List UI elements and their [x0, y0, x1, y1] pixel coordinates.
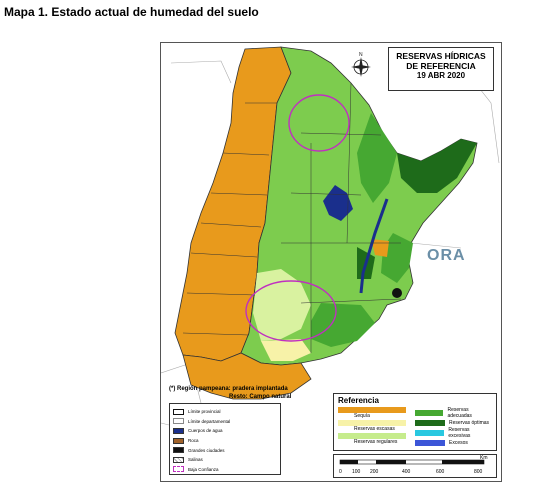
legend-label: Límite departamental — [188, 418, 231, 424]
legend-heading: Referencia — [338, 396, 379, 405]
north-arrow-icon: N — [351, 52, 371, 77]
low-confidence-ellipse-north — [288, 94, 350, 152]
legend-item: Roca — [173, 436, 277, 446]
scale-tick: 800 — [474, 469, 483, 475]
legend-swatch — [173, 408, 184, 415]
scale-unit: Km — [480, 455, 488, 461]
scale-tick: 600 — [436, 469, 445, 475]
legend-item: Límite provincial — [173, 407, 277, 417]
legend-swatch — [415, 410, 444, 416]
legend-item: Baja Confianza — [173, 465, 277, 475]
legend-item: Grandes ciudades — [173, 445, 277, 455]
legend-item: Límite departamental — [173, 417, 277, 427]
scale-tick: 400 — [402, 469, 411, 475]
ref-title-line: DE REFERENCIA — [406, 61, 476, 71]
legend-swatch — [173, 456, 184, 463]
legend-item: Reservas regulares — [338, 433, 415, 445]
legend-item: Cuerpos de agua — [173, 426, 277, 436]
legend-item: Reservas excesivas — [415, 427, 492, 439]
map-footnote: (*) Región pampeana: pradera implantada … — [169, 385, 291, 401]
legend-label: Reservas excesivas — [448, 427, 471, 439]
legend-swatch — [338, 420, 406, 426]
legend-swatch — [173, 427, 184, 434]
legend-item: Reservas escasas — [338, 420, 415, 432]
legend-label: Cuerpos de agua — [188, 428, 223, 434]
legend-swatch — [415, 440, 445, 446]
legend-label: Reservas adecuadas — [447, 407, 472, 419]
moisture-legend: Referencia Sequía Reservas escasas Reser… — [333, 393, 497, 451]
low-confidence-ellipse-south — [245, 280, 337, 342]
map-title: Mapa 1. Estado actual de humedad del sue… — [4, 5, 259, 19]
legend-swatch — [173, 447, 184, 454]
legend-label: Límite provincial — [188, 409, 221, 415]
map-reference-title: RESERVAS HÍDRICAS DE REFERENCIA 19 ABR 2… — [388, 47, 494, 91]
legend-label: Reservas óptimas — [449, 420, 490, 426]
legend-swatch — [173, 466, 184, 473]
legend-label: Excesos — [449, 440, 468, 446]
big-city-marker — [392, 288, 402, 298]
ora-logo: ORA — [427, 247, 466, 264]
legend-label: Grandes ciudades — [188, 447, 225, 453]
legend-swatch — [338, 407, 406, 413]
svg-text:N: N — [359, 52, 363, 58]
legend-label: Baja Confianza — [188, 466, 219, 472]
legend-label: Reservas regulares — [354, 439, 398, 445]
legend-swatch — [173, 437, 184, 444]
scale-tick: 200 — [370, 469, 379, 475]
legend-swatch — [173, 418, 184, 425]
legend-item: Reservas óptimas — [415, 420, 492, 426]
legend-item: Reservas adecuadas — [415, 407, 492, 419]
scale-bar: Km 0 100 200 400 600 800 — [333, 454, 497, 478]
footnote-line: Resto: Campo natural — [229, 394, 292, 400]
map-layers-legend: Límite provincial Límite departamental C… — [169, 403, 281, 475]
soil-moisture-map: N RESERVAS HÍDRICAS DE REFERENCIA 19 ABR… — [160, 42, 502, 482]
ref-title-line: RESERVAS HÍDRICAS — [396, 51, 486, 61]
legend-swatch — [338, 433, 406, 439]
legend-swatch — [415, 430, 445, 436]
legend-label: Reservas escasas — [354, 426, 395, 432]
legend-label: Sequía — [354, 413, 370, 419]
scale-tick: 100 — [352, 469, 361, 475]
ref-date: 19 ABR 2020 — [416, 71, 466, 80]
legend-item: Sequía — [338, 407, 415, 419]
legend-item: Salinas — [173, 455, 277, 465]
scale-tick: 0 — [339, 469, 342, 475]
legend-label: Roca — [188, 438, 199, 444]
legend-item: Excesos — [415, 440, 492, 446]
legend-label: Salinas — [188, 457, 203, 463]
legend-swatch — [415, 420, 445, 426]
footnote-line: (*) Región pampeana: pradera implantada — [169, 386, 288, 392]
